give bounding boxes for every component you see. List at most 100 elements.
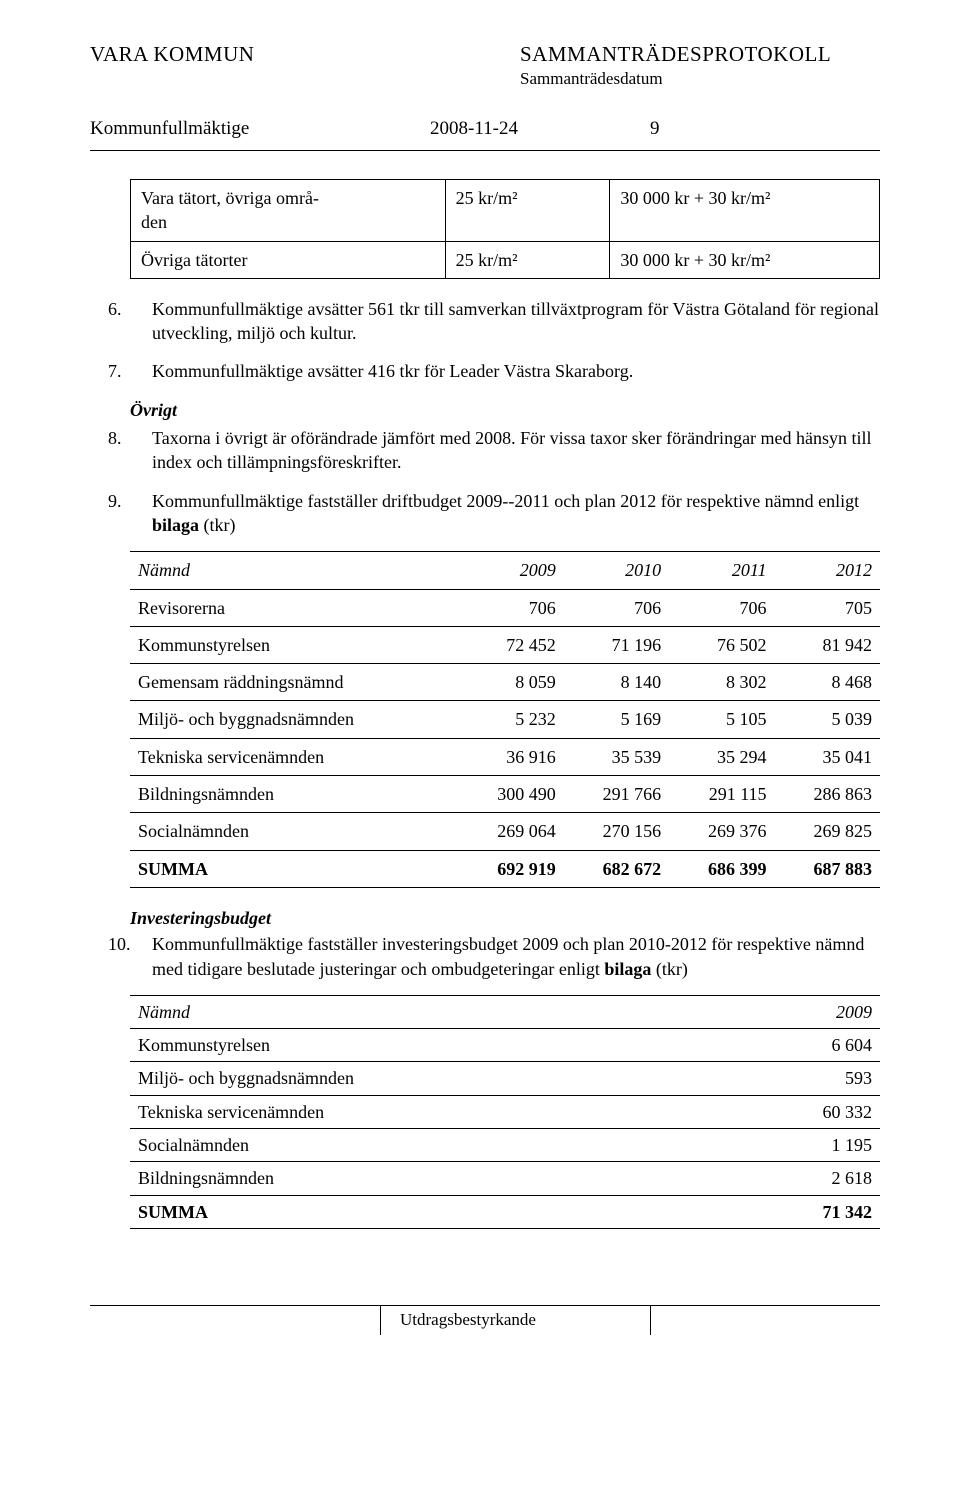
invest-row-label: Tekniska servicenämnden: [130, 1095, 715, 1128]
fee-cell-name: Övriga tätorter: [131, 241, 446, 278]
item-8: 8.Taxorna i övrigt är oförändrade jämför…: [130, 426, 880, 475]
budget-row-label: Gemensam räddningsnämnd: [130, 664, 458, 701]
subheader-row: Kommunfullmäktige 2008-11-24 9: [90, 116, 880, 151]
budget-cell: 81 942: [775, 626, 880, 663]
ovrigt-heading: Övrigt: [130, 398, 880, 422]
doc-subtitle: Sammanträdesdatum: [520, 68, 831, 91]
invest-row-label: Socialnämnden: [130, 1129, 715, 1162]
budget-cell: 8 468: [775, 664, 880, 701]
invest-sum-label: SUMMA: [130, 1195, 715, 1228]
invest-row-value: 6 604: [715, 1029, 880, 1062]
fee-row: Vara tätort, övriga områ- den25 kr/m²30 …: [131, 179, 880, 241]
budget-row-label: Bildningsnämnden: [130, 776, 458, 813]
budget-cell: 36 916: [458, 738, 563, 775]
budget-sum-cell: 687 883: [775, 850, 880, 887]
doc-type-block: SAMMANTRÄDESPROTOKOLL Sammanträdesdatum: [520, 40, 831, 91]
meeting-date: 2008-11-24: [430, 116, 650, 142]
invest-year: 2009: [715, 995, 880, 1028]
budget-sum-label: SUMMA: [130, 850, 458, 887]
invest-row-label: Kommunstyrelsen: [130, 1029, 715, 1062]
budget-row: Gemensam räddningsnämnd8 0598 1408 3028 …: [130, 664, 880, 701]
budget-cell: 8 059: [458, 664, 563, 701]
budget-cell: 35 539: [564, 738, 669, 775]
budget-cell: 35 041: [775, 738, 880, 775]
fee-cell-amount: 30 000 kr + 30 kr/m²: [610, 179, 880, 241]
invest-row: Socialnämnden1 195: [130, 1129, 880, 1162]
footer-label: Utdragsbestyrkande: [400, 1309, 880, 1332]
invest-row-value: 60 332: [715, 1095, 880, 1128]
budget-cell: 5 105: [669, 701, 774, 738]
budget-cell: 269 825: [775, 813, 880, 850]
budget-cell: 286 863: [775, 776, 880, 813]
item-10-bilaga: bilaga: [604, 959, 651, 979]
fee-cell-rate: 25 kr/m²: [445, 179, 610, 241]
invest-row: Kommunstyrelsen6 604: [130, 1029, 880, 1062]
fee-row: Övriga tätorter25 kr/m²30 000 kr + 30 kr…: [131, 241, 880, 278]
budget-cell: 5 169: [564, 701, 669, 738]
invest-sum-row: SUMMA71 342: [130, 1195, 880, 1228]
budget-cell: 76 502: [669, 626, 774, 663]
budget-cell: 300 490: [458, 776, 563, 813]
invest-row: Miljö- och byggnadsnämnden593: [130, 1062, 880, 1095]
page-number: 9: [650, 116, 880, 142]
meeting-body: Kommunfullmäktige: [90, 116, 430, 142]
budget-cell: 5 039: [775, 701, 880, 738]
budget-cell: 269 376: [669, 813, 774, 850]
item-9: 9.Kommunfullmäktige fastställer driftbud…: [130, 489, 880, 538]
fee-table: Vara tätort, övriga områ- den25 kr/m²30 …: [130, 179, 880, 279]
invest-row-label: Miljö- och byggnadsnämnden: [130, 1062, 715, 1095]
budget-row: Bildningsnämnden300 490291 766291 115286…: [130, 776, 880, 813]
invest-row: Bildningsnämnden2 618: [130, 1162, 880, 1195]
invest-sum-value: 71 342: [715, 1195, 880, 1228]
invest-row-label: Bildningsnämnden: [130, 1162, 715, 1195]
budget-row: Socialnämnden269 064270 156269 376269 82…: [130, 813, 880, 850]
invest-table: Nämnd 2009 Kommunstyrelsen6 604Miljö- oc…: [130, 995, 880, 1229]
item-10-text-a: Kommunfullmäktige fastställer investerin…: [152, 934, 864, 978]
footer: Utdragsbestyrkande: [90, 1309, 880, 1332]
budget-cell: 291 766: [564, 776, 669, 813]
budget-cell: 35 294: [669, 738, 774, 775]
budget-cell: 8 302: [669, 664, 774, 701]
budget-cell: 8 140: [564, 664, 669, 701]
budget-row: Tekniska servicenämnden36 91635 53935 29…: [130, 738, 880, 775]
item-6-text: Kommunfullmäktige avsätter 561 tkr till …: [152, 299, 879, 343]
budget-cell: 706: [669, 589, 774, 626]
budget-sum-cell: 682 672: [564, 850, 669, 887]
budget-year-0: 2009: [458, 552, 563, 589]
budget-row: Revisorerna706706706705: [130, 589, 880, 626]
budget-row: Miljö- och byggnadsnämnden5 2325 1695 10…: [130, 701, 880, 738]
budget-cell: 71 196: [564, 626, 669, 663]
item-8-text: Taxorna i övrigt är oförändrade jämfört …: [152, 428, 872, 472]
budget-sum-row: SUMMA692 919682 672686 399687 883: [130, 850, 880, 887]
doc-type: SAMMANTRÄDESPROTOKOLL: [520, 40, 831, 68]
item-7-text: Kommunfullmäktige avsätter 416 tkr för L…: [152, 361, 633, 381]
budget-head-label: Nämnd: [130, 552, 458, 589]
invest-row-value: 2 618: [715, 1162, 880, 1195]
item-10: 10.Kommunfullmäktige fastställer investe…: [130, 932, 880, 981]
item-9-text-a: Kommunfullmäktige fastställer driftbudge…: [152, 491, 859, 511]
invest-row-value: 593: [715, 1062, 880, 1095]
budget-cell: 706: [564, 589, 669, 626]
invest-head-label: Nämnd: [130, 995, 715, 1028]
budget-header-row: Nämnd 2009 2010 2011 2012: [130, 552, 880, 589]
content-area: Vara tätort, övriga områ- den25 kr/m²30 …: [130, 179, 880, 1229]
budget-row-label: Kommunstyrelsen: [130, 626, 458, 663]
budget-row-label: Revisorerna: [130, 589, 458, 626]
budget-year-3: 2012: [775, 552, 880, 589]
budget-sum-cell: 692 919: [458, 850, 563, 887]
fee-cell-name: Vara tätort, övriga områ- den: [131, 179, 446, 241]
budget-row-label: Miljö- och byggnadsnämnden: [130, 701, 458, 738]
invest-header-row: Nämnd 2009: [130, 995, 880, 1028]
item-9-bilaga: bilaga: [152, 515, 199, 535]
fee-cell-rate: 25 kr/m²: [445, 241, 610, 278]
invest-row-value: 1 195: [715, 1129, 880, 1162]
budget-table: Nämnd 2009 2010 2011 2012 Revisorerna706…: [130, 551, 880, 888]
budget-cell: 291 115: [669, 776, 774, 813]
budget-cell: 5 232: [458, 701, 563, 738]
budget-year-2: 2011: [669, 552, 774, 589]
budget-cell: 269 064: [458, 813, 563, 850]
budget-year-1: 2010: [564, 552, 669, 589]
budget-cell: 72 452: [458, 626, 563, 663]
budget-cell: 706: [458, 589, 563, 626]
budget-sum-cell: 686 399: [669, 850, 774, 887]
